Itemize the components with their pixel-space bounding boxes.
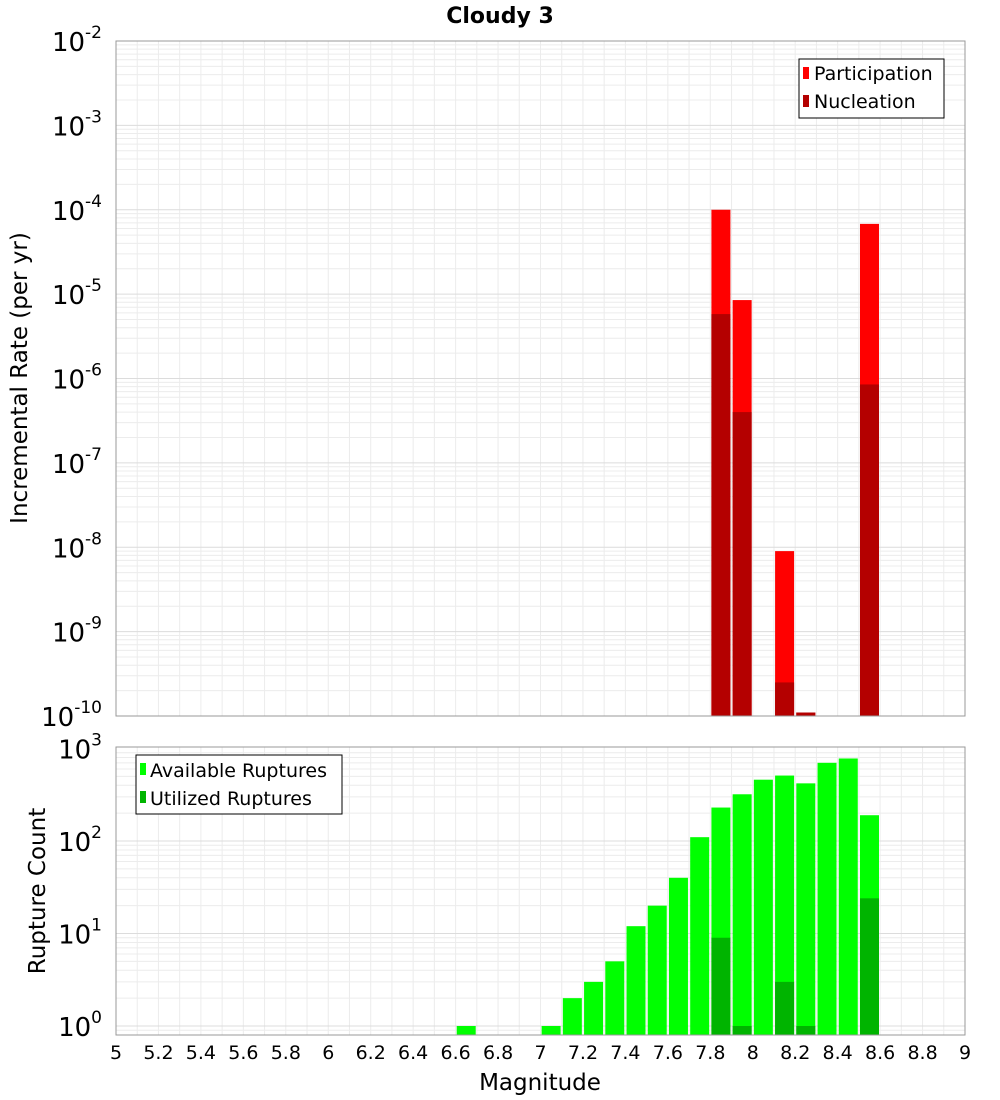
- rate-a-bar: [775, 551, 795, 716]
- count-b-bar: [859, 898, 879, 1035]
- x-tick-label: 9: [959, 1042, 971, 1064]
- count-legend: Available Ruptures Utilized Ruptures: [135, 754, 343, 815]
- rate-bars: [711, 209, 879, 716]
- rate-b-bar: [711, 314, 731, 716]
- x-tick-label: 8: [747, 1042, 759, 1064]
- y-tick-label: 102: [58, 823, 102, 858]
- count-a-bar: [817, 762, 837, 1035]
- x-tick-label: 6.6: [440, 1042, 470, 1064]
- count-a-bar: [732, 794, 752, 1035]
- x-tick-label: 6.2: [356, 1042, 386, 1064]
- count-a-bar: [605, 961, 625, 1035]
- participation-legend-label: Participation: [814, 63, 933, 85]
- x-tick-label: 7.2: [568, 1042, 598, 1064]
- x-tick-label: 8.8: [907, 1042, 937, 1064]
- count-b-bar: [711, 937, 731, 1035]
- count-a-bar: [690, 837, 710, 1035]
- count-bars: [456, 758, 879, 1035]
- count-a-bar: [584, 981, 604, 1035]
- rate-legend-box: [798, 58, 945, 119]
- count-a-bar: [562, 998, 582, 1035]
- x-tick-label: 8.6: [865, 1042, 895, 1064]
- count-a-bar: [668, 877, 688, 1035]
- count-a-bar: [838, 758, 858, 1035]
- utilized-legend-swatch: [140, 791, 146, 803]
- y-tick-label: 10-2: [52, 23, 102, 58]
- x-tick-label: 5.6: [228, 1042, 258, 1064]
- x-tick-label: 7.4: [610, 1042, 640, 1064]
- rate-y-axis-label: Incremental Rate (per yr): [7, 232, 33, 524]
- nucleation-legend-label: Nucleation: [814, 91, 916, 113]
- y-tick-label: 10-8: [52, 529, 102, 564]
- y-tick-label: 10-4: [52, 192, 102, 227]
- y-tick-label: 101: [58, 916, 102, 951]
- count-a-bar: [456, 1026, 476, 1035]
- count-a-bar: [796, 783, 816, 1035]
- x-tick-label: 5.4: [186, 1042, 216, 1064]
- count-a-bar: [775, 775, 795, 1035]
- rate-legend: Participation Nucleation: [798, 58, 945, 119]
- count-a-bar: [647, 905, 667, 1035]
- count-y-axis-label: Rupture Count: [25, 808, 51, 974]
- x-tick-label: 5.8: [271, 1042, 301, 1064]
- x-tick-label: 8.4: [823, 1042, 853, 1064]
- count-b-bar: [775, 981, 795, 1035]
- x-tick-label: 7.6: [653, 1042, 683, 1064]
- x-tick-label: 7: [534, 1042, 546, 1064]
- count-panel: 100 101 102 103 5 5.2 5.4 5.6 5.8 6 6.2 6.4 6.6 6.8 7…: [25, 731, 971, 1097]
- rate-b-bar: [775, 682, 795, 716]
- utilized-legend-label: Utilized Ruptures: [150, 788, 312, 810]
- x-axis-label: Magnitude: [479, 1070, 601, 1096]
- x-tick-label: 5.2: [143, 1042, 173, 1064]
- y-tick-label: 10-7: [52, 445, 102, 480]
- count-y-tick-labels: 100 101 102 103: [58, 731, 102, 1044]
- x-tick-label: 6.4: [398, 1042, 428, 1064]
- count-b-bar: [732, 1026, 752, 1035]
- count-a-bar: [541, 1026, 561, 1035]
- chart-title: Cloudy 3: [446, 4, 554, 29]
- y-tick-label: 103: [58, 731, 102, 766]
- rate-plot-frame: [115, 40, 966, 717]
- rate-y-tick-labels: 10-10 10-9 10-8 10-7 10-6 10-5 10-4 10-3 10-2: [41, 23, 102, 733]
- rate-b-bar: [732, 412, 752, 716]
- rate-panel: 10-10 10-9 10-8 10-7 10-6 10-5 10-4 10-3 10-2 Cl…: [7, 4, 966, 733]
- count-b-bar: [796, 1026, 816, 1035]
- available-legend-label: Available Ruptures: [150, 760, 327, 782]
- count-plot-frame: [115, 746, 966, 1036]
- available-legend-swatch: [140, 763, 146, 775]
- y-tick-label: 10-5: [52, 276, 102, 311]
- count-legend-box: [135, 754, 343, 815]
- y-tick-label: 10-3: [52, 107, 102, 142]
- x-tick-labels: 5 5.2 5.4 5.6 5.8 6 6.2 6.4 6.6 6.8 7 7.2 7.4 7.6 7.8 8…: [110, 1042, 971, 1064]
- rate-grid: [115, 41, 966, 717]
- x-tick-label: 7.8: [695, 1042, 725, 1064]
- x-tick-label: 5: [110, 1042, 122, 1064]
- count-a-bar: [626, 926, 646, 1035]
- nucleation-legend-swatch: [803, 95, 809, 107]
- participation-legend-swatch: [803, 67, 809, 79]
- y-tick-label: 10-9: [52, 614, 102, 649]
- count-a-bar: [753, 779, 773, 1035]
- x-tick-label: 6.8: [483, 1042, 513, 1064]
- y-tick-label: 10-6: [52, 361, 102, 396]
- rate-b-bar: [859, 384, 879, 716]
- x-tick-label: 8.2: [780, 1042, 810, 1064]
- x-tick-label: 6: [322, 1042, 334, 1064]
- y-tick-label: 10-10: [41, 698, 102, 733]
- rate-b-bar: [796, 712, 816, 716]
- y-tick-label: 100: [58, 1008, 102, 1043]
